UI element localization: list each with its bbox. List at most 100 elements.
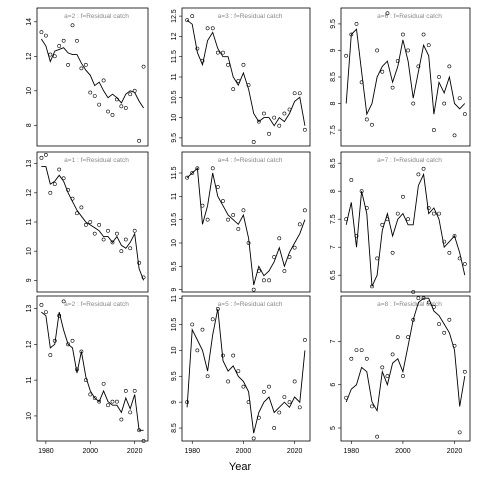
- observed-point: [43, 310, 48, 315]
- y-tick-label: 7.5: [330, 125, 337, 135]
- panel-frame: [36, 7, 149, 147]
- observed-point: [132, 88, 137, 93]
- panel-1: 8 10 12 14 a=2 : f=Residual catch: [26, 7, 149, 147]
- observed-point: [390, 250, 395, 255]
- observed-point: [221, 199, 225, 203]
- observed-point: [267, 278, 271, 283]
- observed-point: [141, 275, 146, 280]
- observed-point: [385, 374, 390, 378]
- observed-point: [39, 30, 44, 35]
- observed-point: [380, 222, 385, 227]
- observed-point: [110, 240, 115, 245]
- y-tick-label: 11: [26, 218, 33, 225]
- observed-point: [462, 369, 467, 374]
- observed-point: [88, 90, 93, 95]
- observed-point: [70, 23, 75, 28]
- observed-point: [452, 343, 457, 348]
- observed-point: [70, 338, 75, 343]
- observed-point: [115, 399, 119, 404]
- x-tick-label: 2020: [287, 448, 303, 455]
- observed-point: [380, 69, 385, 74]
- y-tick-label: 6.5: [330, 270, 337, 280]
- observed-point: [185, 400, 190, 405]
- y-tick-label: 7: [330, 339, 337, 343]
- y-tick-label: 11.5: [171, 166, 178, 179]
- observed-point: [447, 317, 452, 322]
- observed-point: [79, 205, 84, 210]
- observed-point: [302, 208, 307, 213]
- observed-point: [52, 182, 57, 186]
- observed-point: [52, 338, 57, 343]
- y-tick-label: 10: [26, 87, 33, 95]
- observed-point: [262, 389, 266, 394]
- y-tick-label: 13: [26, 305, 33, 313]
- observed-point: [437, 75, 441, 79]
- observed-point: [344, 217, 349, 222]
- observed-point: [380, 365, 385, 370]
- observed-point: [119, 249, 124, 254]
- observed-point: [302, 338, 307, 342]
- y-tick-label: 10: [171, 114, 178, 122]
- observed-point: [39, 303, 44, 307]
- y-tick-label: 9.5: [171, 371, 178, 381]
- observed-point: [137, 138, 142, 143]
- observed-point: [426, 43, 431, 48]
- y-tick-label: 13: [26, 160, 33, 168]
- observed-point: [141, 439, 146, 443]
- panel-frame: [181, 7, 311, 147]
- observed-point: [277, 123, 282, 128]
- observed-point: [272, 255, 277, 259]
- observed-point: [97, 399, 102, 404]
- y-tick-label: 11: [171, 73, 178, 80]
- observed-point: [106, 228, 110, 233]
- observed-point: [205, 217, 210, 222]
- x-tick-label: 2000: [236, 448, 252, 455]
- observed-point: [292, 379, 297, 384]
- observed-point: [241, 208, 246, 213]
- observed-point: [88, 220, 93, 224]
- panel-label: a=1 : f=Residual catch: [64, 157, 129, 164]
- y-tick-label: 12: [26, 52, 33, 60]
- observed-point: [75, 211, 79, 216]
- observed-point: [246, 83, 251, 88]
- observed-point: [390, 85, 395, 90]
- observed-point: [137, 428, 142, 433]
- observed-point: [66, 342, 70, 347]
- observed-point: [447, 250, 452, 255]
- observed-point: [70, 196, 75, 201]
- observed-point: [256, 415, 261, 420]
- observed-point: [256, 119, 261, 124]
- observed-point: [411, 290, 416, 294]
- panel-frame: [340, 7, 471, 147]
- observed-point: [128, 410, 133, 415]
- observed-point: [437, 322, 441, 327]
- observed-point: [359, 348, 364, 353]
- observed-point: [205, 26, 210, 31]
- observed-point: [83, 378, 88, 383]
- observed-point: [457, 430, 462, 435]
- observed-point: [447, 64, 452, 69]
- y-tick-label: 10: [26, 412, 33, 420]
- observed-point: [297, 405, 302, 410]
- panel-9: 5 6 7 1980 2000 2020 a=8 : f=Residual catch: [330, 295, 471, 455]
- panel-frame: [340, 295, 471, 442]
- fitted-line: [186, 19, 306, 127]
- observed-point: [48, 353, 53, 357]
- observed-point: [57, 167, 62, 172]
- observed-point: [88, 392, 93, 397]
- y-tick-label: 10: [171, 346, 178, 354]
- observed-point: [262, 278, 266, 283]
- y-tick-label: 8: [26, 123, 33, 127]
- y-tick-label: 11: [26, 376, 33, 383]
- observed-point: [195, 348, 200, 353]
- observed-point: [66, 188, 70, 192]
- observed-point: [426, 300, 431, 305]
- observed-point: [359, 189, 364, 194]
- observed-point: [349, 356, 354, 361]
- observed-point: [190, 14, 195, 19]
- observed-point: [457, 256, 462, 261]
- fitted-line: [345, 297, 466, 413]
- observed-point: [406, 48, 410, 53]
- y-tick-label: 8.5: [171, 423, 178, 433]
- fitted-line: [41, 311, 144, 431]
